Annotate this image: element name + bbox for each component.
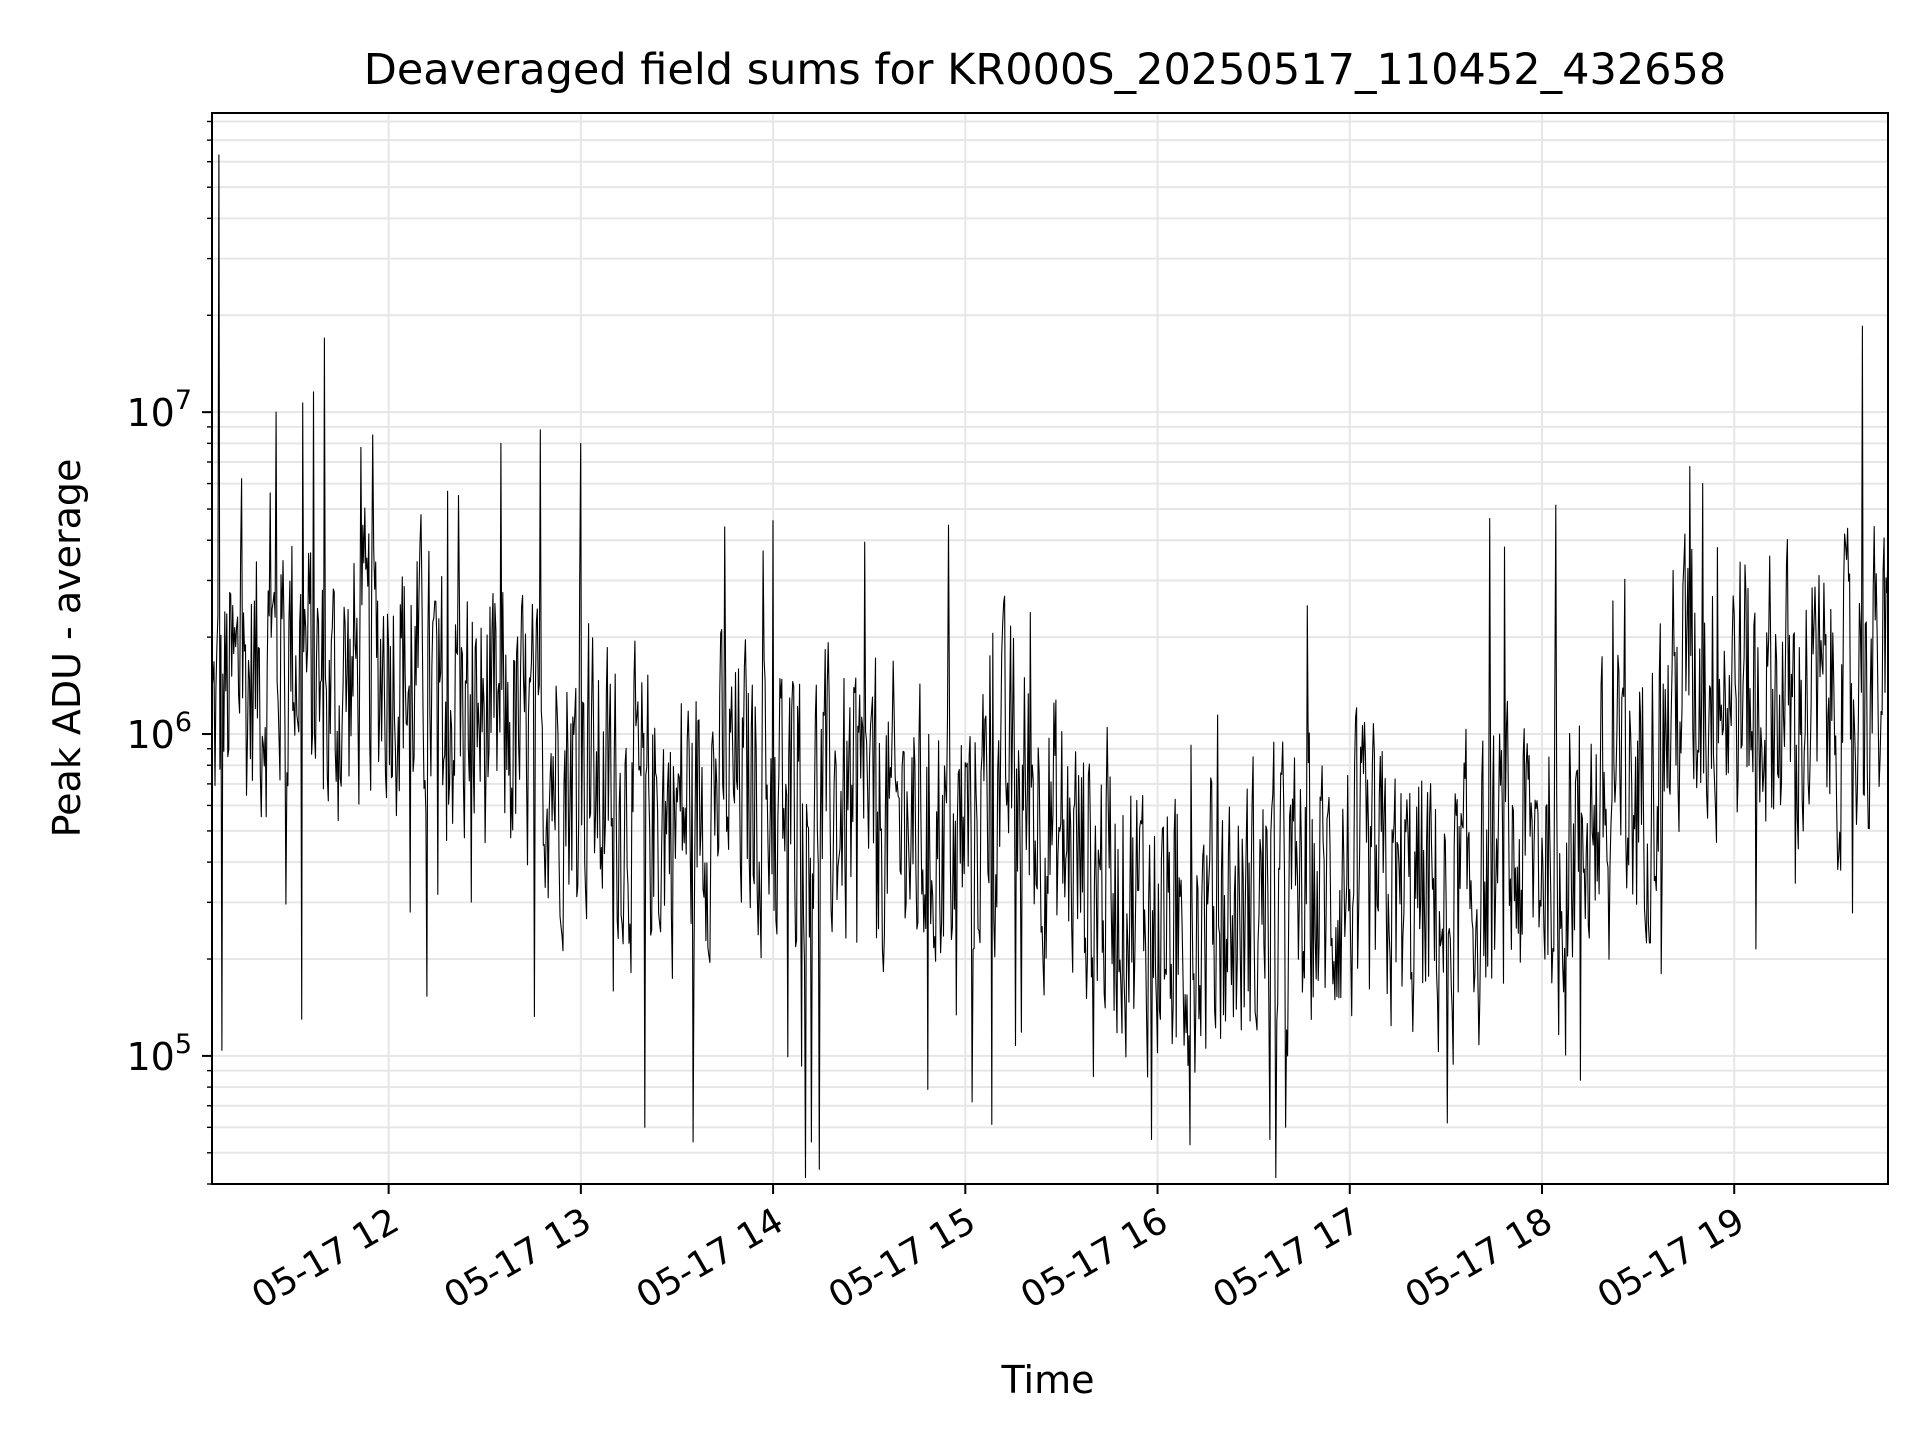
chart-title: Deaveraged field sums for KR000S_2025051…: [364, 45, 1727, 95]
y-tick-label: 106: [126, 707, 192, 757]
y-tick-base: 10: [126, 713, 174, 757]
plot-frame: [211, 112, 1889, 1185]
y-tick-label: 105: [126, 1029, 192, 1079]
y-tick-exponent: 6: [175, 707, 192, 738]
y-axis-label: Peak ADU - average: [45, 459, 89, 838]
y-tick-base: 10: [126, 391, 174, 435]
y-tick-label: 107: [126, 385, 192, 435]
y-tick-exponent: 7: [175, 385, 192, 416]
series-line: [211, 154, 1889, 1179]
y-tick-exponent: 5: [175, 1029, 192, 1060]
x-axis-label: Time: [1001, 1358, 1095, 1402]
y-tick-base: 10: [126, 1035, 174, 1079]
